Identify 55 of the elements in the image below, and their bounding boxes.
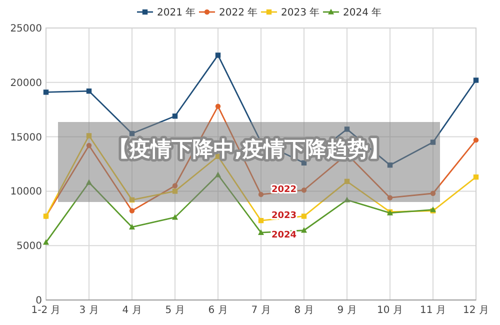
legend-label: 2021 年 [157, 6, 196, 18]
point [258, 192, 264, 198]
point [129, 224, 135, 230]
point [86, 142, 92, 148]
legend-label: 2024 年 [343, 6, 382, 18]
point [344, 178, 350, 184]
y-tick-label: 0 [36, 296, 42, 306]
x-tick-label: 6 月 [208, 305, 228, 316]
legend-label: 2023 年 [281, 6, 320, 18]
point [258, 218, 264, 224]
point [129, 197, 135, 203]
x-tick-label: 7 月 [251, 305, 271, 316]
point [172, 114, 178, 119]
point [344, 196, 350, 202]
point [387, 195, 393, 200]
point [172, 188, 178, 194]
x-tick-label: 5 月 [165, 305, 185, 316]
x-tick-label: 9 月 [337, 305, 357, 316]
point [301, 214, 307, 219]
point [215, 52, 221, 58]
point [172, 183, 178, 188]
y-tick-label: 25000 [10, 24, 42, 34]
point [129, 208, 135, 214]
point [430, 190, 436, 196]
x-tick-label: 1-2 月 [31, 305, 61, 316]
point [215, 104, 221, 109]
point [473, 137, 479, 143]
point [430, 140, 436, 145]
x-tick-label: 8 月 [294, 305, 314, 316]
point [387, 162, 393, 168]
point [473, 78, 479, 83]
point [301, 188, 307, 193]
x-tick-label: 4 月 [122, 305, 142, 316]
y-tick-label: 10000 [10, 186, 42, 198]
y-tick-label: 15000 [10, 132, 42, 144]
point [215, 172, 221, 178]
point [129, 130, 135, 136]
point [301, 227, 307, 233]
x-tick-label: 10 月 [377, 305, 403, 316]
point [86, 133, 92, 138]
x-tick-label: 12 月 [463, 305, 489, 316]
annotation: 2024 [271, 230, 297, 241]
y-tick-label: 20000 [10, 78, 42, 89]
point [172, 214, 178, 220]
point [43, 90, 49, 95]
legend-label: 2022 年 [219, 6, 258, 18]
point [344, 126, 350, 132]
x-tick-label: 11 月 [420, 305, 446, 316]
point [258, 229, 264, 235]
point [43, 239, 49, 245]
y-tick-label: 5000 [16, 241, 42, 252]
x-tick-label: 3 月 [79, 305, 99, 316]
point [473, 174, 479, 180]
point [86, 88, 92, 94]
point [86, 179, 92, 185]
